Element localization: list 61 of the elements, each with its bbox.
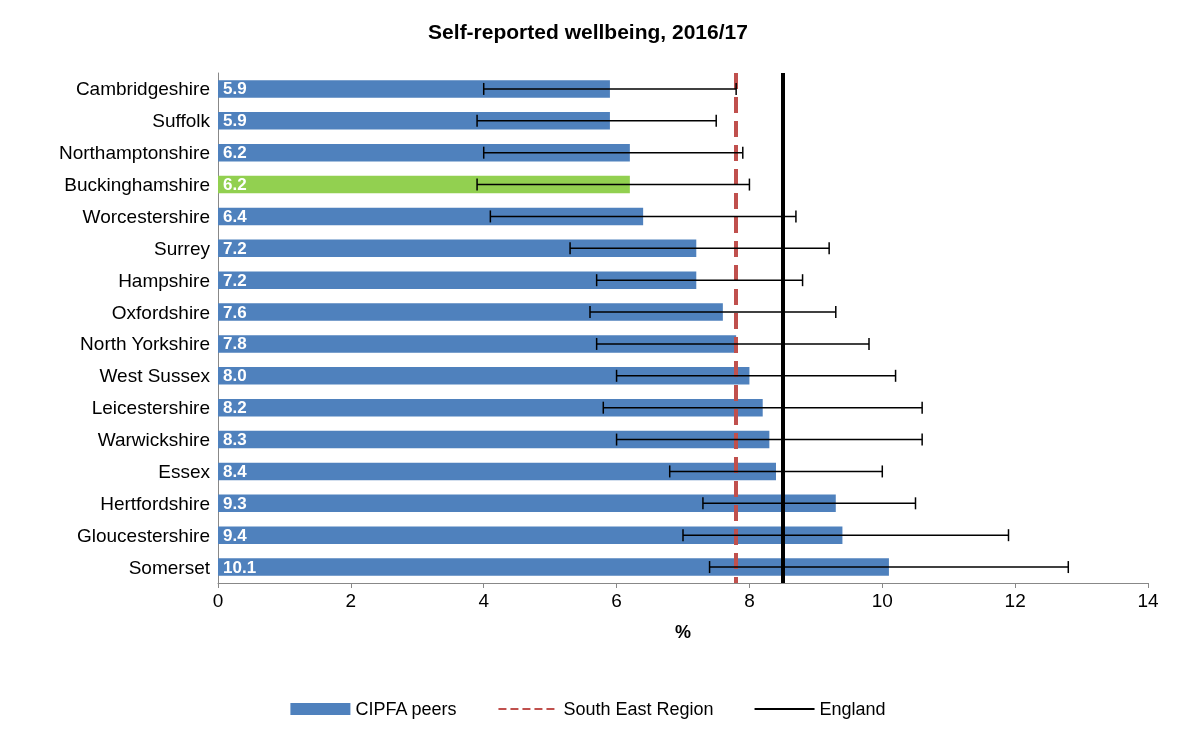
data-label: 8.3: [223, 430, 247, 450]
bar: [218, 175, 630, 194]
bar: [218, 303, 723, 321]
y-tick-label: Hertfordshire: [100, 492, 210, 514]
legend-label: South East Region: [563, 699, 714, 719]
data-label: 7.2: [223, 238, 247, 258]
data-label: 10.1: [223, 557, 257, 577]
y-tick-label: Leicestershire: [91, 397, 210, 419]
bar: [218, 112, 610, 130]
x-tick-label: 12: [1004, 590, 1026, 611]
data-label: 7.6: [223, 302, 247, 322]
bar: [218, 558, 889, 576]
data-label: 7.2: [223, 270, 247, 290]
data-label: 5.9: [223, 79, 247, 99]
x-tick-label: 8: [744, 590, 755, 611]
x-tick-label: 4: [478, 590, 490, 611]
bar: [218, 239, 697, 258]
y-tick-label: West Sussex: [99, 365, 211, 387]
y-tick-label: Gloucestershire: [76, 524, 210, 546]
bar: [218, 494, 836, 513]
bar: [218, 143, 630, 162]
data-label: 5.9: [223, 111, 247, 131]
bar: [218, 526, 843, 544]
y-tick-label: Somerset: [128, 556, 211, 578]
x-tick-label: 2: [345, 590, 357, 611]
y-tick-label: Northamptonshire: [58, 142, 210, 164]
data-label: 8.2: [223, 398, 247, 418]
data-label: 8.0: [223, 366, 247, 386]
legend-label: CIPFA peers: [355, 699, 457, 719]
x-tick-label: 14: [1137, 590, 1159, 611]
data-label: 6.2: [223, 143, 247, 163]
y-tick-label: Worcestershire: [82, 205, 210, 227]
bar: [218, 207, 644, 226]
x-tick-label: 0: [212, 590, 224, 611]
bar: [218, 271, 697, 289]
y-tick-label: Hampshire: [118, 269, 210, 291]
data-label: 8.4: [223, 461, 248, 481]
chart-title: Self-reported wellbeing, 2016/17: [428, 20, 748, 43]
data-label: 7.8: [223, 334, 247, 354]
y-tick-label: North Yorkshire: [80, 333, 210, 355]
data-label: 6.4: [223, 206, 248, 226]
y-tick-label: Warwickshire: [97, 429, 210, 451]
y-tick-label: Oxfordshire: [111, 301, 210, 323]
bar: [218, 367, 750, 385]
bar: [218, 462, 776, 481]
data-label: 9.4: [223, 525, 248, 545]
bar: [218, 335, 737, 353]
x-tick-label: 6: [611, 590, 622, 611]
x-axis-title: %: [674, 622, 692, 642]
y-tick-label: Cambridgeshire: [75, 78, 210, 100]
bar: [218, 80, 610, 98]
y-tick-label: Surrey: [154, 237, 211, 259]
data-label: 6.2: [223, 175, 247, 195]
bar: [218, 430, 770, 449]
y-tick-label: Suffolk: [152, 110, 211, 132]
y-tick-label: Buckinghamshire: [64, 174, 210, 196]
legend-label: England: [819, 699, 886, 719]
x-tick-label: 10: [871, 590, 893, 611]
y-tick-label: Essex: [158, 460, 211, 482]
bar: [218, 398, 763, 417]
data-label: 9.3: [223, 493, 247, 513]
